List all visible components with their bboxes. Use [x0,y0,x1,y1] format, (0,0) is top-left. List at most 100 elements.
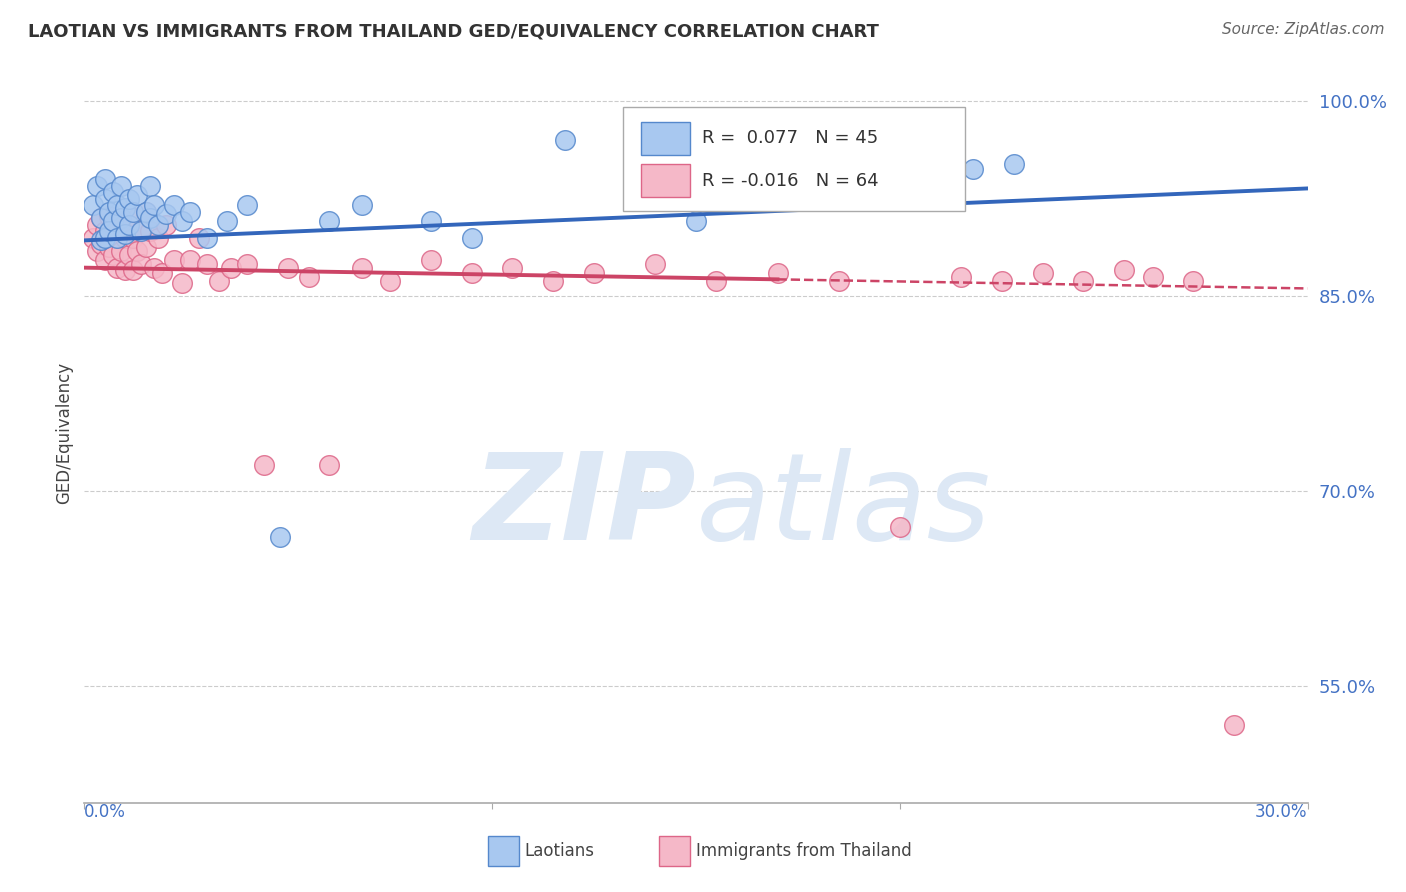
Point [101,214,124,228]
Point [142,198,165,212]
Point [461,266,484,280]
Text: 30.0%: 30.0% [1256,803,1308,821]
Point [114,227,136,241]
Point [138,224,160,238]
Point [910,159,932,173]
Text: atlas: atlas [696,448,991,566]
Point [118,218,141,232]
Point [298,269,321,284]
Point [277,260,299,275]
Text: ZIP: ZIP [472,448,696,566]
Point [90,211,112,226]
Point [90,237,112,252]
Point [350,198,373,212]
Point [150,266,173,280]
Point [195,231,218,245]
Point [97,240,120,254]
Point [105,231,128,245]
Point [110,214,132,228]
Point [644,257,666,271]
Point [105,198,128,212]
Point [1114,263,1136,277]
Text: R =  0.077   N = 45: R = 0.077 N = 45 [702,129,879,147]
Point [543,274,565,288]
Point [97,204,120,219]
Point [502,260,524,275]
Point [131,224,153,238]
Point [93,172,115,186]
Point [82,231,104,245]
Point [101,186,124,200]
Point [114,263,136,277]
Point [90,211,112,226]
Point [1032,266,1054,280]
Point [318,214,340,228]
Point [219,260,242,275]
Point [318,458,340,472]
Text: 0.0%: 0.0% [84,803,127,821]
Point [114,201,136,215]
Point [135,204,157,219]
Text: Laotians: Laotians [524,842,595,860]
Point [135,204,157,219]
Point [236,257,259,271]
Point [93,252,115,267]
Point [127,188,149,202]
Point [420,252,443,267]
Point [856,172,879,186]
Point [1142,269,1164,284]
Point [380,274,402,288]
Point [131,257,153,271]
Point [86,244,108,258]
Point [142,260,165,275]
Point [138,178,160,193]
Point [90,233,112,247]
Point [420,214,443,228]
Point [461,231,484,245]
Bar [488,836,519,866]
Bar [641,164,690,197]
Point [950,269,973,284]
Point [253,458,276,472]
Point [93,192,115,206]
Point [101,248,124,262]
Point [685,214,707,228]
Point [82,198,104,212]
Point [155,207,177,221]
Point [131,224,153,238]
Point [127,244,149,258]
Point [97,224,120,238]
Point [217,214,239,228]
Point [110,178,132,193]
Point [118,248,141,262]
Point [114,231,136,245]
Point [236,198,259,212]
Point [110,244,132,258]
Bar [641,121,690,155]
Text: Immigrants from Thailand: Immigrants from Thailand [696,842,911,860]
Point [105,231,128,245]
Point [146,231,169,245]
Bar [659,836,690,866]
Point [554,133,576,147]
Point [195,257,218,271]
Y-axis label: GED/Equivalency: GED/Equivalency [55,361,73,504]
Point [991,274,1014,288]
Point [1073,274,1095,288]
Point [269,529,291,543]
Point [1002,157,1025,171]
Point [138,211,160,226]
Point [889,520,911,534]
Point [105,260,128,275]
Point [583,266,606,280]
Point [706,274,728,288]
Text: R = -0.016   N = 64: R = -0.016 N = 64 [702,172,879,190]
Point [97,209,120,223]
Text: LAOTIAN VS IMMIGRANTS FROM THAILAND GED/EQUIVALENCY CORRELATION CHART: LAOTIAN VS IMMIGRANTS FROM THAILAND GED/… [28,22,879,40]
Point [163,198,186,212]
Point [766,266,789,280]
Point [93,231,115,245]
Point [179,252,201,267]
Point [110,211,132,226]
Point [93,224,115,238]
